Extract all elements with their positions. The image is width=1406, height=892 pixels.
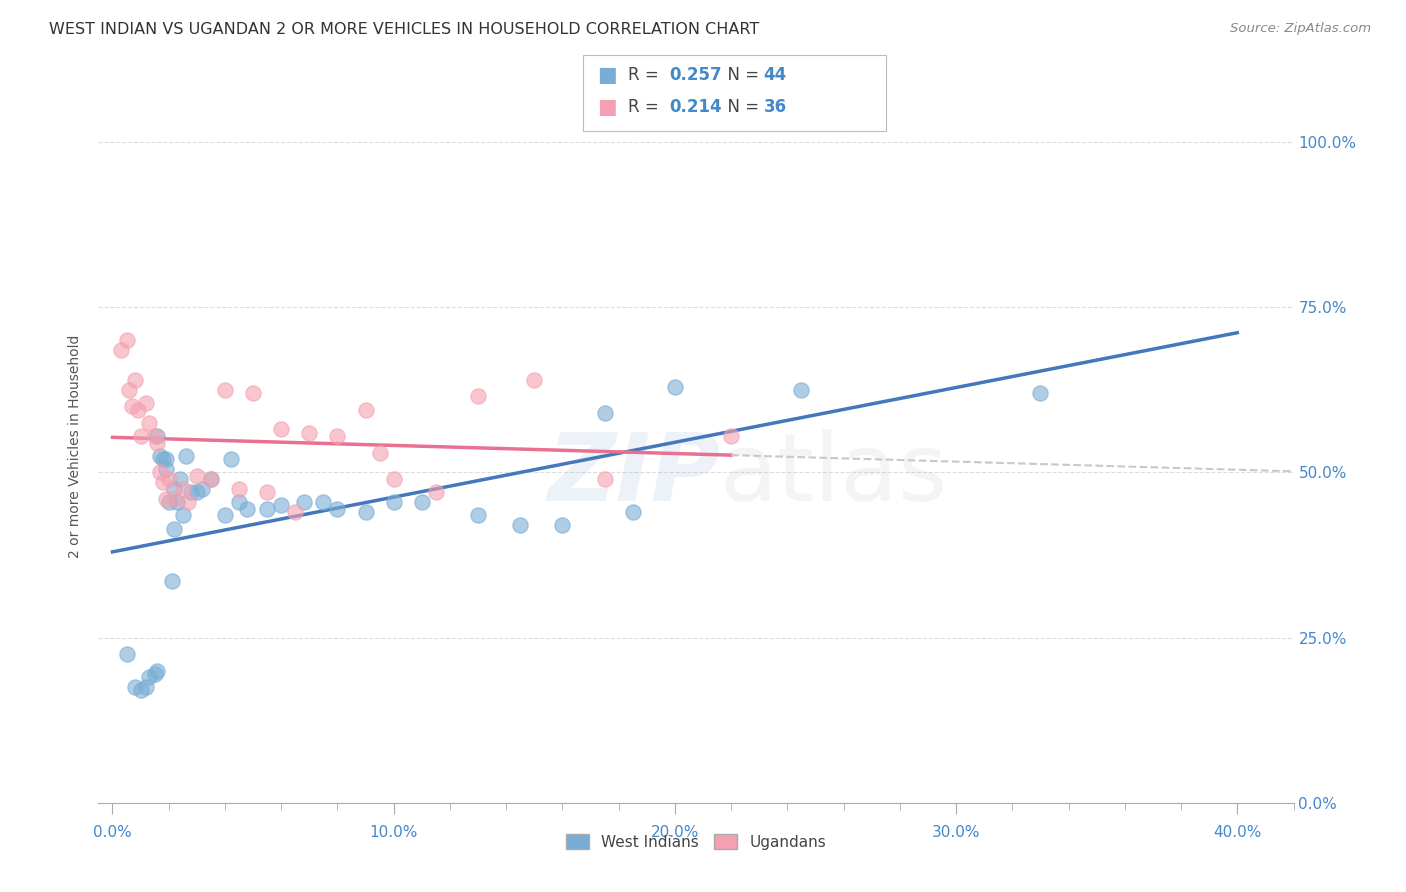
Point: [368, 445, 391, 459]
Point: [118, 383, 141, 397]
Text: Source: ZipAtlas.com: Source: ZipAtlas.com: [1230, 22, 1371, 36]
Point: [242, 386, 264, 401]
Point: [354, 505, 377, 519]
Y-axis label: 2 or more Vehicles in Household: 2 or more Vehicles in Household: [69, 334, 83, 558]
Text: N =: N =: [717, 66, 765, 84]
Text: N =: N =: [717, 98, 765, 116]
Point: [298, 425, 321, 440]
Point: [138, 670, 160, 684]
Point: [129, 683, 152, 698]
Point: [509, 518, 531, 533]
Point: [214, 508, 236, 523]
Point: [146, 664, 169, 678]
Point: [110, 343, 132, 358]
Text: atlas: atlas: [720, 428, 948, 521]
Point: [135, 396, 157, 410]
Point: [146, 429, 169, 443]
Point: [312, 495, 335, 509]
Point: [219, 452, 242, 467]
Point: [593, 472, 616, 486]
Point: [228, 495, 250, 509]
Point: [326, 429, 349, 443]
Point: [135, 680, 157, 694]
Point: [292, 495, 315, 509]
Point: [411, 495, 433, 509]
Point: [149, 449, 172, 463]
Point: [214, 383, 236, 397]
Point: [270, 499, 292, 513]
Point: [228, 482, 250, 496]
Point: [200, 472, 222, 486]
Point: [157, 495, 180, 509]
Point: [523, 373, 546, 387]
Point: [143, 667, 166, 681]
Point: [326, 501, 349, 516]
Point: [172, 508, 194, 523]
Point: [382, 472, 405, 486]
Text: R =: R =: [628, 66, 665, 84]
Point: [169, 472, 191, 486]
Point: [127, 402, 149, 417]
Point: [155, 462, 177, 476]
Point: [174, 449, 197, 463]
Point: [200, 472, 222, 486]
Text: 0.257: 0.257: [669, 66, 721, 84]
Text: WEST INDIAN VS UGANDAN 2 OR MORE VEHICLES IN HOUSEHOLD CORRELATION CHART: WEST INDIAN VS UGANDAN 2 OR MORE VEHICLE…: [49, 22, 759, 37]
Text: ZIP: ZIP: [547, 428, 720, 521]
Point: [186, 468, 208, 483]
Point: [157, 472, 180, 486]
Point: [143, 429, 166, 443]
Point: [467, 389, 489, 403]
Text: ■: ■: [598, 97, 617, 117]
Point: [121, 400, 143, 414]
Point: [155, 452, 177, 467]
Point: [124, 680, 146, 694]
Point: [129, 429, 152, 443]
Point: [163, 482, 186, 496]
Point: [191, 482, 214, 496]
Text: ■: ■: [598, 65, 617, 85]
Point: [284, 505, 307, 519]
Point: [256, 485, 278, 500]
Point: [180, 485, 202, 500]
Point: [138, 416, 160, 430]
Point: [593, 406, 616, 420]
Legend: West Indians, Ugandans: West Indians, Ugandans: [560, 828, 832, 855]
Point: [163, 491, 186, 506]
Point: [163, 522, 186, 536]
Point: [664, 379, 686, 393]
Point: [152, 475, 174, 490]
Point: [621, 505, 644, 519]
Text: 0.214: 0.214: [669, 98, 721, 116]
Point: [236, 501, 259, 516]
Text: 36: 36: [763, 98, 786, 116]
Point: [551, 518, 574, 533]
Point: [124, 373, 146, 387]
Point: [1029, 386, 1052, 401]
Point: [467, 508, 489, 523]
Point: [382, 495, 405, 509]
Point: [177, 495, 200, 509]
Point: [152, 452, 174, 467]
Point: [149, 466, 172, 480]
Text: 44: 44: [763, 66, 787, 84]
Point: [172, 482, 194, 496]
Point: [354, 402, 377, 417]
Point: [425, 485, 447, 500]
Point: [160, 574, 183, 589]
Point: [256, 501, 278, 516]
Point: [186, 485, 208, 500]
Point: [790, 383, 813, 397]
Point: [155, 491, 177, 506]
Point: [146, 435, 169, 450]
Text: R =: R =: [628, 98, 665, 116]
Point: [270, 422, 292, 436]
Point: [166, 495, 188, 509]
Point: [115, 333, 138, 347]
Point: [115, 647, 138, 661]
Point: [720, 429, 742, 443]
